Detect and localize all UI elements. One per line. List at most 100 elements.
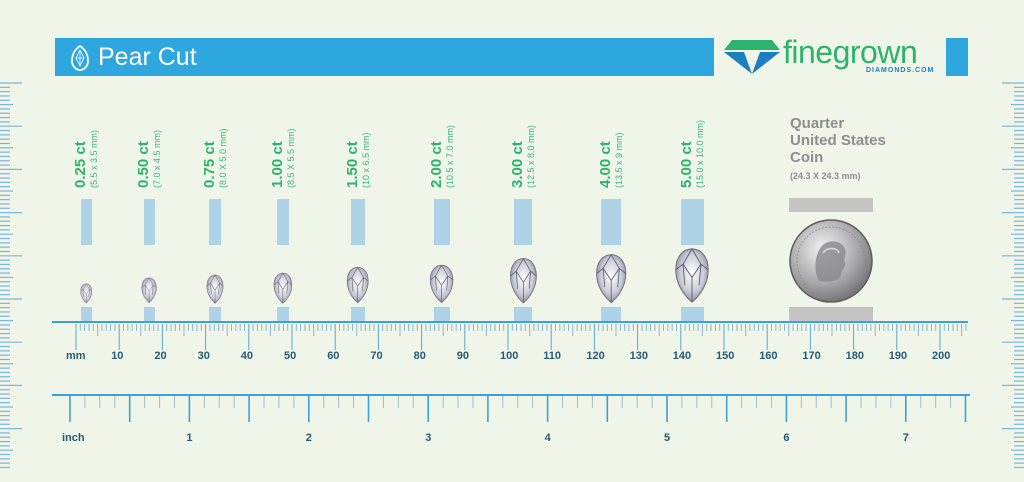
- pear-diamond-image: [675, 248, 709, 303]
- mm-tick-label: 140: [672, 350, 692, 362]
- mm-tick-label: 90: [456, 350, 470, 362]
- coin-title-line1: Quarter: [790, 115, 845, 132]
- width-bar-bottom: [600, 307, 622, 322]
- carat-weight: 1.50 ct: [344, 141, 361, 188]
- width-bar-top: [350, 199, 366, 245]
- stone-dimensions: (8.0 X 5.0 mm): [218, 128, 228, 188]
- stone-label: 0.75 ct (8.0 X 5.0 mm): [201, 128, 228, 188]
- width-bar-bottom: [433, 307, 451, 322]
- mm-tick-label: 160: [759, 350, 778, 362]
- mm-tick-label: 130: [629, 350, 648, 362]
- mm-tick-label: 170: [802, 350, 821, 362]
- pear-diamond-image: [430, 264, 454, 304]
- mm-tick-label: 60: [327, 350, 340, 362]
- stone-dimensions: (5.5 x 3.5 mm): [89, 129, 99, 188]
- mm-tick-label: 120: [586, 350, 605, 362]
- coin-width-bar-top: [789, 198, 873, 212]
- stone-label: 1.00 ct (8.5 X 5.5 mm): [269, 128, 296, 188]
- brand-subtitle: DIAMONDS.COM: [866, 67, 935, 74]
- stone-dimensions: (13.5 x 9 mm): [614, 132, 624, 188]
- mm-tick-label: 150: [716, 350, 735, 362]
- pear-diamond-image: [273, 272, 293, 304]
- mm-tick-label: 50: [284, 350, 297, 362]
- inch-tick-label: 2: [305, 432, 312, 444]
- pear-diamond-icon: [71, 45, 89, 71]
- left-side-ruler: [0, 82, 22, 469]
- stone-dimensions: (10.5 x 7.0 mm): [445, 124, 455, 188]
- coin-title-line2: United States: [790, 132, 886, 149]
- width-bar-top: [600, 199, 622, 245]
- brand-gem-icon: [724, 40, 780, 74]
- stone-dimensions: (15.0 x 10.0 mm): [695, 119, 705, 188]
- stone-dimensions: (8.5 X 5.5 mm): [286, 128, 296, 188]
- mm-tick-label: 10: [111, 350, 124, 362]
- mm-tick-label: 40: [240, 350, 254, 362]
- header-bar: [55, 38, 714, 76]
- carat-weight: 4.00 ct: [597, 141, 614, 188]
- width-bar-bottom: [276, 307, 290, 322]
- stone-label: 3.00 ct (12.5 x 8.0 mm): [509, 124, 536, 188]
- pear-diamond-image: [595, 253, 627, 303]
- inch-tick-label: 5: [664, 432, 671, 444]
- coin-width-bar-bottom: [789, 307, 873, 322]
- inch-ruler: [52, 394, 970, 422]
- carat-weight: 3.00 ct: [509, 141, 526, 188]
- width-bar-bottom: [143, 307, 155, 322]
- width-bar-bottom: [513, 307, 533, 322]
- inch-unit-label: inch: [62, 432, 85, 444]
- pear-diamond-image: [80, 283, 92, 304]
- pear-diamond-image: [141, 277, 157, 304]
- carat-weight: 1.00 ct: [269, 141, 286, 188]
- inch-tick-label: 4: [544, 432, 551, 444]
- mm-tick-label: 190: [888, 350, 908, 362]
- pear-diamond-image: [347, 266, 369, 304]
- coin-title: Quarter United States Coin: [790, 115, 886, 166]
- mm-tick-label: 110: [543, 350, 561, 362]
- pear-diamond-image: [509, 257, 537, 304]
- carat-weight: 0.50 ct: [135, 141, 152, 188]
- stone-label: 0.50 ct (7.0 x 4.5 mm): [135, 129, 162, 188]
- stone-dimensions: (7.0 x 4.5 mm): [152, 129, 162, 188]
- width-bar-top: [433, 199, 451, 245]
- coin-title-line3: Coin: [790, 149, 824, 166]
- quarter-coin-icon: [789, 219, 873, 303]
- mm-tick-label: 80: [413, 350, 426, 362]
- mm-tick-label: 30: [197, 350, 210, 362]
- page-title: Pear Cut: [98, 43, 197, 71]
- width-bar-top: [680, 199, 704, 245]
- width-bar-bottom: [350, 307, 366, 322]
- width-bar-top: [209, 199, 221, 245]
- mm-tick-label: 70: [370, 350, 383, 362]
- width-bar-top: [143, 199, 155, 245]
- pear-diamond-image: [206, 274, 224, 304]
- mm-tick-label: 20: [154, 350, 167, 362]
- stone-label: 4.00 ct (13.5 x 9 mm): [597, 132, 624, 188]
- stone-dimensions: (12.5 x 8.0 mm): [526, 124, 536, 188]
- inch-tick-label: 1: [186, 432, 193, 444]
- coin-dimensions: (24.3 X 24.3 mm): [790, 171, 861, 181]
- carat-weight: 5.00 ct: [678, 141, 695, 188]
- width-bar-top: [276, 199, 290, 245]
- mm-tick-label: 200: [932, 350, 951, 362]
- carat-weight: 0.25 ct: [72, 141, 89, 188]
- stone-label: 5.00 ct (15.0 x 10.0 mm): [678, 119, 705, 188]
- brand-name: finegrown: [783, 34, 918, 70]
- mm-unit-label: mm: [66, 350, 86, 362]
- width-bar-bottom: [680, 307, 704, 322]
- inch-tick-label: 6: [783, 432, 790, 444]
- width-bar-bottom: [209, 307, 221, 322]
- carat-weight: 0.75 ct: [201, 141, 218, 188]
- width-bar-top: [80, 199, 92, 245]
- stone-label: 2.00 ct (10.5 x 7.0 mm): [428, 124, 455, 188]
- stone-dimensions: (10 x 6.5 mm): [361, 132, 371, 188]
- header-accent-block: [946, 38, 968, 76]
- width-bar-top: [513, 199, 533, 245]
- mm-ruler: [52, 321, 968, 350]
- carat-weight: 2.00 ct: [428, 141, 445, 188]
- inch-tick-label: 7: [902, 432, 909, 444]
- inch-tick-label: 3: [425, 432, 432, 444]
- mm-tick-label: 100: [500, 350, 519, 362]
- right-side-ruler: [1002, 82, 1024, 469]
- stone-label: 1.50 ct (10 x 6.5 mm): [344, 132, 371, 188]
- mm-tick-label: 180: [845, 350, 864, 362]
